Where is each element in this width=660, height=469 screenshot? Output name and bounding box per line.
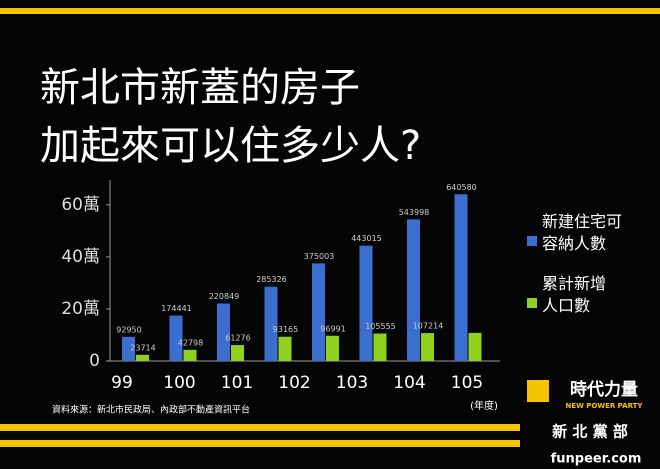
x-axis-unit: (年度) bbox=[470, 399, 498, 412]
chart-title: 新北市新蓋的房子 bbox=[40, 65, 360, 111]
value-label: 220849 bbox=[209, 292, 240, 301]
bar bbox=[169, 315, 183, 361]
logo-mark bbox=[527, 380, 549, 402]
logo-name: 時代力量 bbox=[570, 379, 638, 400]
stripe bbox=[0, 440, 520, 447]
bar bbox=[217, 303, 230, 361]
chart-subtitle: 加起來可以住多少人? bbox=[40, 123, 421, 169]
x-tick-label: 104 bbox=[393, 373, 425, 393]
bar bbox=[326, 335, 339, 361]
legend-label: 新建住宅可容納人數 bbox=[542, 212, 622, 253]
value-label: 640580 bbox=[446, 183, 477, 192]
value-label: 96991 bbox=[320, 324, 345, 333]
value-label: 543998 bbox=[399, 208, 430, 217]
bar bbox=[278, 336, 292, 361]
stripe bbox=[0, 8, 660, 14]
value-label: 174441 bbox=[161, 304, 192, 313]
value-label: 93165 bbox=[273, 325, 298, 334]
watermark: funpeer.com bbox=[551, 452, 642, 467]
value-label: 107214 bbox=[413, 322, 444, 331]
value-label: 23714 bbox=[130, 343, 155, 352]
x-tick-label: 102 bbox=[278, 373, 310, 393]
source: 資料來源：新北市民政局、內政部不動產資訊平台 bbox=[52, 404, 250, 416]
bar bbox=[122, 336, 135, 361]
value-label: 92950 bbox=[116, 325, 141, 334]
bar bbox=[454, 194, 468, 361]
logo-english: NEW POWER PARTY bbox=[565, 402, 643, 410]
value-label: 42798 bbox=[178, 338, 203, 347]
y-tick-label: 60萬 bbox=[61, 195, 100, 215]
bar bbox=[183, 349, 197, 361]
bar bbox=[136, 354, 149, 361]
bar bbox=[231, 345, 244, 361]
bar bbox=[407, 219, 420, 361]
bar bbox=[421, 333, 434, 361]
x-tick-label: 103 bbox=[336, 373, 368, 393]
x-tick-label: 99 bbox=[111, 373, 133, 393]
value-label: 61276 bbox=[225, 334, 250, 343]
bar bbox=[359, 245, 373, 361]
legend-swatch bbox=[527, 298, 537, 308]
value-label: 285326 bbox=[256, 275, 287, 284]
value-label: 105555 bbox=[365, 322, 396, 331]
x-tick-label: 100 bbox=[163, 373, 195, 393]
stripe bbox=[0, 424, 520, 431]
logo-branch: 新 北 黨 部 bbox=[552, 423, 628, 441]
x-tick-label: 101 bbox=[221, 373, 253, 393]
y-tick-label: 20萬 bbox=[61, 299, 100, 319]
value-label: 443015 bbox=[351, 234, 382, 243]
y-tick-label: 0 bbox=[89, 351, 100, 371]
value-label: 375003 bbox=[304, 252, 335, 261]
bar bbox=[373, 333, 387, 361]
legend-label: 累計新增人口數 bbox=[542, 274, 606, 315]
x-tick-label: 105 bbox=[451, 373, 483, 393]
bar bbox=[312, 263, 325, 361]
bar bbox=[264, 286, 278, 361]
legend-swatch bbox=[527, 236, 537, 246]
bar bbox=[468, 332, 482, 361]
y-tick-label: 40萬 bbox=[61, 247, 100, 267]
